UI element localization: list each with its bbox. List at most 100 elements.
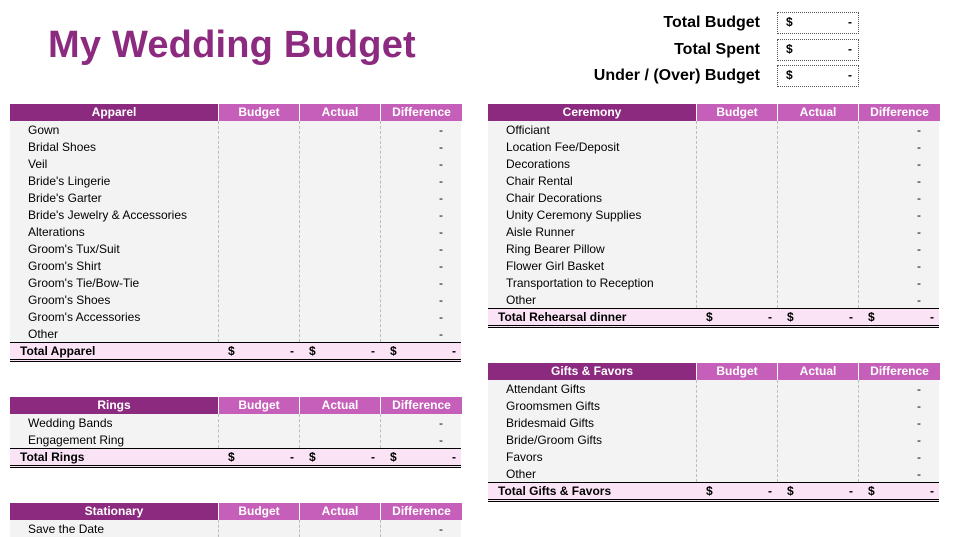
category-header: Stationary bbox=[10, 503, 218, 520]
item-label: Attendant Gifts bbox=[506, 382, 586, 396]
summary-total-budget: Total Budget $ - bbox=[560, 12, 860, 34]
table-row[interactable]: Bride's Jewelry & Accessories - bbox=[10, 206, 461, 223]
table-row[interactable]: Other - bbox=[488, 465, 939, 482]
total-value: - bbox=[290, 344, 294, 358]
difference-value: - bbox=[439, 310, 443, 324]
item-label: Groom's Shoes bbox=[28, 293, 111, 307]
column-divider bbox=[696, 121, 697, 308]
item-label: Bride's Jewelry & Accessories bbox=[28, 208, 188, 222]
currency-symbol: $ bbox=[868, 310, 875, 324]
table-row[interactable]: Flower Girl Basket - bbox=[488, 257, 939, 274]
table-row[interactable]: Groom's Shoes - bbox=[10, 291, 461, 308]
table-header: Rings Budget Actual Difference bbox=[10, 397, 462, 414]
rings-table: Rings Budget Actual Difference Wedding Bands… bbox=[10, 397, 462, 468]
difference-value: - bbox=[917, 293, 921, 307]
column-divider bbox=[777, 121, 778, 308]
table-row[interactable]: Other - bbox=[10, 325, 461, 342]
actual-column-header: Actual bbox=[777, 104, 858, 121]
table-row[interactable]: Groom's Tie/Bow-Tie - bbox=[10, 274, 461, 291]
summary-label: Under / (Over) Budget bbox=[593, 67, 760, 84]
summary-value-cell[interactable]: $ - bbox=[777, 65, 859, 87]
table-row[interactable]: Location Fee/Deposit - bbox=[488, 138, 939, 155]
table-row[interactable]: Alterations - bbox=[10, 223, 461, 240]
table-row[interactable]: Transportation to Reception - bbox=[488, 274, 939, 291]
column-divider bbox=[218, 414, 219, 448]
difference-value: - bbox=[439, 157, 443, 171]
difference-value: - bbox=[439, 293, 443, 307]
table-row[interactable]: Favors - bbox=[488, 448, 939, 465]
currency-symbol: $ bbox=[868, 484, 875, 498]
difference-value: - bbox=[917, 225, 921, 239]
table-row[interactable]: Save the Date - bbox=[10, 520, 461, 537]
item-label: Bride's Lingerie bbox=[28, 174, 111, 188]
table-row[interactable]: Bride/Groom Gifts - bbox=[488, 431, 939, 448]
table-row[interactable]: Bride's Lingerie - bbox=[10, 172, 461, 189]
table-header: Ceremony Budget Actual Difference bbox=[488, 104, 940, 121]
currency-symbol: $ bbox=[786, 15, 793, 29]
difference-value: - bbox=[917, 382, 921, 396]
table-row[interactable]: Bridal Shoes - bbox=[10, 138, 461, 155]
currency-symbol: $ bbox=[309, 450, 316, 464]
column-divider bbox=[380, 121, 381, 342]
item-label: Veil bbox=[28, 157, 48, 171]
table-row[interactable]: Gown - bbox=[10, 121, 461, 138]
item-label: Favors bbox=[506, 450, 543, 464]
table-body: Attendant Gifts - Groomsmen Gifts - Bridesma… bbox=[488, 380, 939, 482]
table-row[interactable]: Groom's Tux/Suit - bbox=[10, 240, 461, 257]
currency-symbol: $ bbox=[228, 344, 235, 358]
difference-value: - bbox=[439, 416, 443, 430]
summary-value-cell[interactable]: $ - bbox=[777, 39, 859, 61]
table-row[interactable]: Groom's Accessories - bbox=[10, 308, 461, 325]
table-row[interactable]: Decorations - bbox=[488, 155, 939, 172]
table-header: Stationary Budget Actual Difference bbox=[10, 503, 462, 520]
column-divider bbox=[380, 520, 381, 537]
total-value: - bbox=[371, 450, 375, 464]
summary-total-spent: Total Spent $ - bbox=[560, 39, 860, 61]
total-label: Total Gifts & Favors bbox=[498, 484, 612, 498]
table-row[interactable]: Wedding Bands - bbox=[10, 414, 461, 431]
actual-column-header: Actual bbox=[777, 363, 858, 380]
item-label: Ring Bearer Pillow bbox=[506, 242, 605, 256]
actual-column-header: Actual bbox=[299, 397, 380, 414]
total-row: Total Apparel $ - $ - $ - bbox=[10, 342, 461, 362]
item-label: Groom's Tie/Bow-Tie bbox=[28, 276, 140, 290]
item-label: Groom's Tux/Suit bbox=[28, 242, 120, 256]
difference-value: - bbox=[439, 140, 443, 154]
table-body: Gown - Bridal Shoes - Veil - Bride's Lingerie -… bbox=[10, 121, 461, 342]
table-row[interactable]: Officiant - bbox=[488, 121, 939, 138]
table-row[interactable]: Chair Rental - bbox=[488, 172, 939, 189]
table-row[interactable]: Ring Bearer Pillow - bbox=[488, 240, 939, 257]
item-label: Aisle Runner bbox=[506, 225, 575, 239]
table-row[interactable]: Other - bbox=[488, 291, 939, 308]
total-value: - bbox=[371, 344, 375, 358]
table-row[interactable]: Engagement Ring - bbox=[10, 431, 461, 448]
budget-column-header: Budget bbox=[218, 503, 299, 520]
table-row[interactable]: Chair Decorations - bbox=[488, 189, 939, 206]
actual-column-header: Actual bbox=[299, 104, 380, 121]
summary-label: Total Spent bbox=[674, 41, 760, 58]
item-label: Location Fee/Deposit bbox=[506, 140, 620, 154]
currency-symbol: $ bbox=[787, 484, 794, 498]
difference-value: - bbox=[439, 174, 443, 188]
table-row[interactable]: Groomsmen Gifts - bbox=[488, 397, 939, 414]
difference-column-header: Difference bbox=[858, 104, 940, 121]
total-label: Total Apparel bbox=[20, 344, 96, 358]
summary-value-cell[interactable]: $ - bbox=[777, 12, 859, 34]
difference-value: - bbox=[917, 208, 921, 222]
item-label: Engagement Ring bbox=[28, 433, 125, 447]
difference-value: - bbox=[917, 433, 921, 447]
table-row[interactable]: Bridesmaid Gifts - bbox=[488, 414, 939, 431]
currency-symbol: $ bbox=[786, 42, 793, 56]
item-label: Flower Girl Basket bbox=[506, 259, 605, 273]
table-body: Officiant - Location Fee/Deposit - Decoratio… bbox=[488, 121, 939, 308]
table-row[interactable]: Aisle Runner - bbox=[488, 223, 939, 240]
table-row[interactable]: Veil - bbox=[10, 155, 461, 172]
table-row[interactable]: Groom's Shirt - bbox=[10, 257, 461, 274]
table-row[interactable]: Attendant Gifts - bbox=[488, 380, 939, 397]
table-row[interactable]: Unity Ceremony Supplies - bbox=[488, 206, 939, 223]
column-divider bbox=[299, 121, 300, 342]
apparel-table: Apparel Budget Actual Difference Gown - Bridal… bbox=[10, 104, 462, 362]
difference-value: - bbox=[917, 259, 921, 273]
table-row[interactable]: Bride's Garter - bbox=[10, 189, 461, 206]
budget-column-header: Budget bbox=[218, 104, 299, 121]
